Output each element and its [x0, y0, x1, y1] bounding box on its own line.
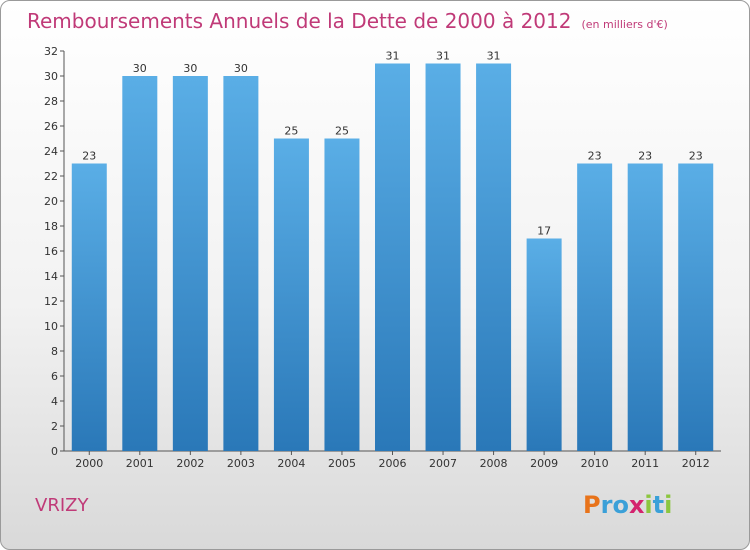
bar: [375, 63, 410, 451]
logo-letter: i: [644, 491, 653, 519]
bar: [627, 163, 663, 451]
y-tick-label: 10: [44, 320, 58, 333]
y-tick-label: 20: [44, 195, 58, 208]
y-tick-label: 12: [44, 295, 58, 308]
x-tick-label: 2007: [429, 457, 457, 470]
x-tick-label: 2006: [379, 457, 407, 470]
chart-subtitle: (en milliers d'€): [581, 18, 668, 31]
y-tick-label: 6: [51, 370, 58, 383]
data-label: 23: [638, 150, 652, 163]
logo-letter: r: [600, 491, 613, 519]
data-label: 30: [234, 62, 248, 75]
data-label: 23: [689, 150, 703, 163]
data-label: 30: [183, 62, 197, 75]
data-label: 25: [284, 125, 298, 138]
y-tick-label: 22: [44, 170, 58, 183]
x-tick-label: 2011: [631, 457, 659, 470]
x-tick-label: 2003: [227, 457, 255, 470]
y-tick-label: 24: [44, 145, 58, 158]
y-tick-label: 30: [44, 70, 58, 83]
y-tick-label: 26: [44, 120, 58, 133]
logo-letter: P: [583, 491, 601, 519]
y-tick-label: 14: [44, 270, 58, 283]
x-tick-label: 2005: [328, 457, 356, 470]
bar: [71, 163, 107, 451]
bar: [273, 138, 309, 451]
bar: [324, 138, 360, 451]
logo-letter: x: [628, 491, 645, 519]
x-tick-label: 2004: [277, 457, 305, 470]
chart-title-text: Remboursements Annuels de la Dette de 20…: [27, 9, 572, 33]
bar: [223, 76, 259, 451]
bar: [476, 63, 512, 451]
y-tick-label: 2: [51, 420, 58, 433]
y-tick-label: 0: [51, 445, 58, 458]
data-label: 17: [537, 225, 551, 238]
logo-letter: i: [664, 491, 673, 519]
commune-name: VRIZY: [35, 495, 89, 516]
chart-labels: 2000 23 2001 30 2002 30 2003 30 2004 25 2005 25 2006…: [75, 50, 709, 471]
data-label: 31: [386, 50, 400, 63]
data-label: 31: [487, 50, 501, 63]
data-label: 25: [335, 125, 349, 138]
bar: [678, 163, 714, 451]
bar: [526, 238, 562, 451]
bar: [577, 163, 613, 451]
x-tick-label: 2008: [480, 457, 508, 470]
data-label: 31: [436, 50, 450, 63]
y-tick-label: 32: [44, 45, 58, 58]
logo-letter: t: [652, 491, 665, 519]
y-tick-label: 8: [51, 345, 58, 358]
data-label: 23: [588, 150, 602, 163]
y-tick-label: 28: [44, 95, 58, 108]
x-tick-label: 2001: [126, 457, 154, 470]
x-tick-label: 2012: [682, 457, 710, 470]
x-tick-label: 2010: [581, 457, 609, 470]
chart-bars: [71, 63, 714, 451]
data-label: 23: [82, 150, 96, 163]
y-tick-label: 16: [44, 245, 58, 258]
bar: [122, 76, 158, 451]
bar: [425, 63, 461, 451]
data-label: 30: [133, 62, 147, 75]
bar: [172, 76, 208, 451]
chart-title: Remboursements Annuels de la Dette de 20…: [27, 9, 668, 33]
proxiti-logo: Proxiti: [583, 491, 672, 519]
x-tick-label: 2000: [75, 457, 103, 470]
x-tick-label: 2009: [530, 457, 558, 470]
logo-letter: o: [612, 491, 629, 519]
x-tick-label: 2002: [176, 457, 204, 470]
y-tick-label: 18: [44, 220, 58, 233]
y-tick-label: 4: [51, 395, 58, 408]
